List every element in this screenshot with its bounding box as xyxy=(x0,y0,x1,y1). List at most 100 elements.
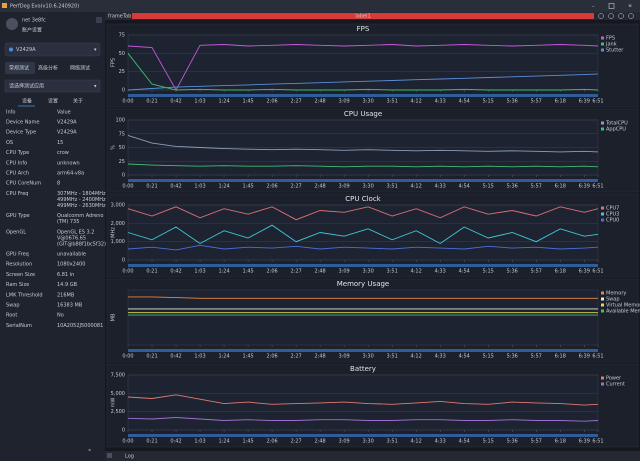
minimize-button[interactable]: – xyxy=(592,4,595,10)
app-select[interactable] xyxy=(4,79,101,93)
app-icon xyxy=(2,3,7,8)
info-value: 6.81 in xyxy=(57,272,74,278)
title-bar xyxy=(0,0,640,12)
x-tick-label: 6:18 xyxy=(555,269,566,275)
x-tick-label: 5:57 xyxy=(531,269,542,275)
toolbar-icon[interactable] xyxy=(598,13,604,19)
legend-label: CPU0 xyxy=(606,218,619,224)
y-axis-label: MB xyxy=(111,313,117,321)
account-settings[interactable]: 账户设置 xyxy=(22,27,42,34)
legend-label: AppCPU xyxy=(606,127,626,133)
x-tick-label: 0:00 xyxy=(122,184,133,190)
x-tick-label: 3:30 xyxy=(363,439,374,445)
legend-label: Current xyxy=(606,382,625,388)
x-tick-label: 5:15 xyxy=(483,99,494,105)
x-tick-label: 2:06 xyxy=(266,99,277,105)
x-tick-label: 0:21 xyxy=(146,184,157,190)
x-tick-label: 1:45 xyxy=(242,99,253,105)
series-line xyxy=(127,224,599,245)
maximize-button[interactable] xyxy=(608,3,615,9)
x-tick-label: 3:09 xyxy=(339,354,350,360)
logout-icon[interactable] xyxy=(96,17,102,23)
x-tick-label: 2:48 xyxy=(314,269,325,275)
x-tick-label: 6:51 xyxy=(592,99,603,105)
y-tick-label: 25 xyxy=(119,159,125,165)
x-tick-label: 5:36 xyxy=(507,99,518,105)
legend-swatch xyxy=(601,218,604,222)
frame-tab[interactable]: frameTab xyxy=(108,14,131,20)
y-tick-label: 75 xyxy=(119,33,125,39)
info-key: CPU Arch xyxy=(6,171,29,177)
panel-tab[interactable]: 设置 xyxy=(48,98,58,105)
x-tick-label: 1:03 xyxy=(194,184,205,190)
x-tick-label: 3:51 xyxy=(387,269,398,275)
toolbar-icon[interactable] xyxy=(608,13,614,19)
mode-tab[interactable]: 高级分析 xyxy=(38,65,58,72)
x-tick-label: 4:33 xyxy=(435,269,446,275)
toolbar-icon[interactable] xyxy=(628,13,634,19)
y-tick-label: 0 xyxy=(122,173,125,179)
dropdown-arrow: ▾ xyxy=(94,84,97,90)
info-key: CPU CoreNum xyxy=(6,181,41,187)
panel-tab[interactable]: 关于 xyxy=(73,98,83,105)
chart-title: CPU Usage xyxy=(344,110,382,118)
y-axis-label: FPS xyxy=(111,58,117,67)
x-tick-label: 5:15 xyxy=(483,269,494,275)
info-key: GPU Freq xyxy=(6,252,29,258)
info-key: CPU Info xyxy=(6,160,27,166)
info-key: Device Name xyxy=(6,120,39,126)
collapse-button[interactable]: « xyxy=(88,448,91,454)
x-tick-label: 6:51 xyxy=(592,439,603,445)
log-icon[interactable] xyxy=(107,453,112,458)
legend-label: FPS xyxy=(606,36,615,42)
x-tick-label: 5:57 xyxy=(531,184,542,190)
x-tick-label: 6:18 xyxy=(555,99,566,105)
series-line xyxy=(127,163,599,168)
log-tab[interactable]: Log xyxy=(125,454,134,460)
close-button[interactable]: ✕ xyxy=(628,4,632,10)
x-tick-label: 0:21 xyxy=(146,439,157,445)
x-tick-label: 6:39 xyxy=(579,269,590,275)
x-tick-label: 0:21 xyxy=(146,269,157,275)
chart-title: FPS xyxy=(357,25,370,33)
avatar[interactable] xyxy=(6,18,18,30)
x-tick-label: 4:54 xyxy=(459,99,470,105)
panel-tab[interactable]: 设备 xyxy=(22,98,32,105)
x-tick-label: 2:27 xyxy=(290,269,301,275)
x-tick-label: 4:12 xyxy=(411,99,422,105)
x-tick-label: 5:57 xyxy=(531,99,542,105)
device-status xyxy=(9,47,13,52)
y-axis-label: MHz xyxy=(111,227,117,238)
toolbar-icon[interactable] xyxy=(618,13,624,19)
x-tick-label: 2:48 xyxy=(314,354,325,360)
info-value: V@0676.65 xyxy=(57,235,86,241)
info-table: Device Name V2429A Device Type V2429A OS 15 CP… xyxy=(6,120,106,329)
x-tick-label: 2:27 xyxy=(290,354,301,360)
charts: FPS FPS 0 25 50 75 0:00 0:21 0:42 1:03 1:24 1:45 2:0… xyxy=(106,23,640,448)
x-tick-label: 2:27 xyxy=(290,99,301,105)
y-tick-label: 2,500 xyxy=(111,409,125,415)
x-tick-label: 2:06 xyxy=(266,354,277,360)
x-tick-label: 3:51 xyxy=(387,184,398,190)
legend-swatch xyxy=(601,127,604,131)
window-title: PerfDog Evo(v10.6.240920) xyxy=(10,4,79,10)
info-key: Ram Size xyxy=(6,282,29,288)
x-tick-label: 1:45 xyxy=(242,269,253,275)
info-key: SerialNum xyxy=(6,323,32,329)
legend-label: CPU3 xyxy=(606,212,619,218)
x-tick-label: 3:09 xyxy=(339,269,350,275)
mode-tab[interactable]: 常规测试 xyxy=(9,65,29,72)
mode-tab-active[interactable] xyxy=(5,62,35,74)
x-tick-label: 1:24 xyxy=(218,184,229,190)
series-line xyxy=(127,53,599,91)
x-tick-label: 5:15 xyxy=(483,439,494,445)
x-tick-label: 3:51 xyxy=(387,354,398,360)
device-dropdown[interactable] xyxy=(4,42,101,57)
y-tick-label: 50 xyxy=(119,145,125,151)
x-tick-label: 0:00 xyxy=(122,99,133,105)
y-axis-label: mW xyxy=(111,398,117,408)
info-key: Swap xyxy=(6,303,20,309)
mode-tab[interactable]: 网络测试 xyxy=(70,65,90,72)
series-line xyxy=(127,134,599,153)
